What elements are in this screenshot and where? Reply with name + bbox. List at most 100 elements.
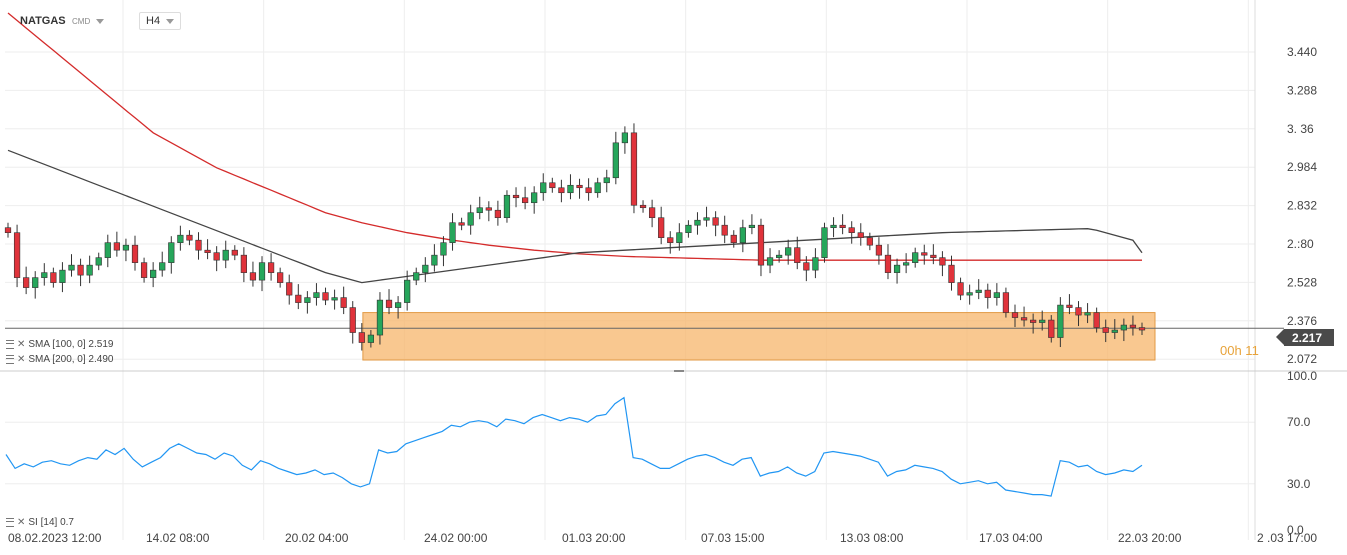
time-axis-label: 07.03 15:00 [701,531,765,545]
price-axis-label: 3.440 [1287,45,1317,59]
candle-down [549,182,556,189]
candle-up [567,184,574,194]
time-axis-label: 14.02 08:00 [146,531,210,545]
candle-up [168,242,175,263]
candle-down [295,294,302,303]
candle-up [685,224,692,233]
sma200-line [7,12,1142,261]
candle-down [803,262,810,271]
sma100-legend[interactable]: ✕ SMA [100, 0] 2.519 [6,339,113,350]
rsi-legend[interactable]: ✕ SI [14] 0.7 [6,517,74,528]
candle-up [431,254,438,266]
candle-up [476,207,483,214]
time-axis-label: 2 .03 17:00 [1257,531,1317,545]
candle-up [177,234,184,243]
candle-up [1084,312,1091,316]
price-axis-label: 2.072 [1287,352,1317,366]
candle-down [921,252,928,256]
timeframe-label: H4 [146,15,161,27]
candle-up [912,252,919,263]
candle-up [95,257,102,266]
candle-up [413,272,420,281]
price-axis-label: 2.376 [1287,314,1317,328]
candle-up [331,297,338,301]
candle-up [776,254,783,258]
candle-down [884,254,892,273]
candle-up [304,297,311,303]
sma200-legend[interactable]: ✕ SMA [200, 0] 2.490 [6,354,113,365]
candle-down [957,282,964,296]
candle-down [458,222,465,226]
candle-down [204,249,211,253]
candle-down [485,207,492,211]
candle-up [1039,319,1046,323]
candle-down [857,232,864,238]
symbol-name[interactable]: NATGAS [20,15,66,27]
close-icon[interactable]: ✕ [17,354,26,365]
candle-down [494,209,502,219]
candle-down [240,254,247,273]
candle-down [131,244,139,263]
candle-down [948,264,955,283]
rsi-legend-label: SI [14] 0.7 [28,517,74,528]
close-icon[interactable]: ✕ [17,339,26,350]
price-axis-label: 2.528 [1287,275,1317,289]
time-axis-label: 13.03 08:00 [840,531,904,545]
timeframe-dropdown[interactable]: H4 [139,12,182,30]
settings-icon[interactable] [6,340,14,349]
candle-down [349,307,356,333]
settings-icon[interactable] [6,518,14,527]
candle-up [404,279,411,303]
candle-down [213,252,220,261]
price-axis-label: 2.984 [1287,160,1317,174]
time-axis-label: 08.02.2023 12:00 [8,531,102,545]
candle-up [122,244,130,251]
candle-down [1129,324,1137,328]
candle-up [739,227,746,243]
rsi-axis-label: 70.0 [1287,415,1311,429]
candle-down [712,217,719,226]
candle-down [794,247,801,263]
candle-up [893,264,901,273]
candle-up [313,292,320,298]
candle-down [721,224,728,236]
sma200-legend-label: SMA [200, 0] 2.490 [28,354,114,365]
candle-down [277,272,284,283]
candle-up [966,292,973,296]
instrument-type[interactable]: CMD [72,12,105,30]
settings-icon[interactable] [6,355,14,364]
candle-down [1048,319,1055,338]
candle-up [1057,304,1064,338]
rsi-line [5,396,1143,497]
candle-up [394,302,402,308]
candle-up [612,142,619,179]
candle-down [839,224,846,228]
candle-up [68,264,75,271]
candle-up [621,132,629,144]
candle-down [648,207,656,219]
candle-up [748,224,756,228]
candle-up [531,192,538,204]
close-icon[interactable]: ✕ [17,517,26,528]
candle-down [267,262,275,273]
candle-down [512,194,520,199]
sma100-legend-label: SMA [100, 0] 2.519 [28,339,114,350]
candle-up [86,264,93,276]
candle-down [576,184,583,189]
candle-down [113,242,120,251]
candle-down [340,297,347,308]
rsi-axis-label: 0.0 [1287,523,1304,537]
candle-up [785,247,792,256]
candle-down [1066,304,1073,308]
chevron-down-icon [96,18,105,24]
candle-up [258,262,266,281]
candle-countdown: 00h 11 [1220,343,1259,358]
candle-up [159,262,166,271]
candle-down [1002,292,1010,313]
price-axis-label: 2.:80 [1287,237,1314,251]
candle-down [757,224,765,266]
candle-down [186,234,193,241]
candle-down [1020,317,1028,321]
candle-down [558,187,565,194]
